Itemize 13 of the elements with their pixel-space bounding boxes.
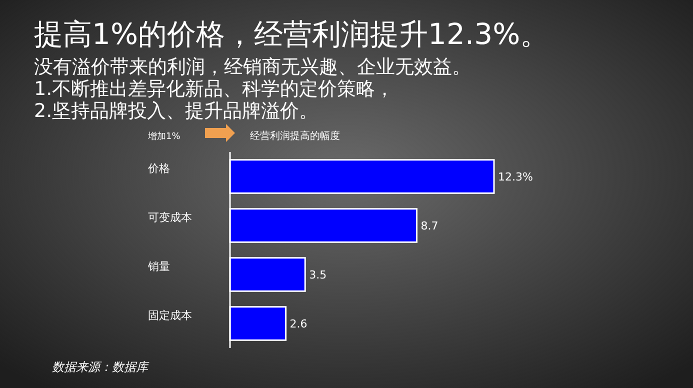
y-tick-label: 销量 [147,260,170,273]
source-note: 数据来源：数据库 [52,360,150,374]
y-tick-label: 固定成本 [148,308,192,322]
chart-title: 提高1%的价格，经营利润提升12.3%。 [34,17,550,51]
data-label: 8.7 [420,220,438,232]
y-tick-label: 可变成本 [148,210,192,224]
y-tick-label: 价格 [147,162,170,175]
text: 经营利润提高的幅度 [250,130,340,142]
text: 增加1% [147,131,181,142]
data-label: 2.6 [290,318,308,330]
data-label: 3.5 [309,268,327,282]
chart-subtitle: 没有溢价带来的利润，经销商无兴趣、企业无效益。 1.不断推出差异化新品、科学的定价策略， 2.坚持品牌投入、提升品牌溢价。 [34,56,471,122]
data-label: 12.3% [498,170,533,184]
